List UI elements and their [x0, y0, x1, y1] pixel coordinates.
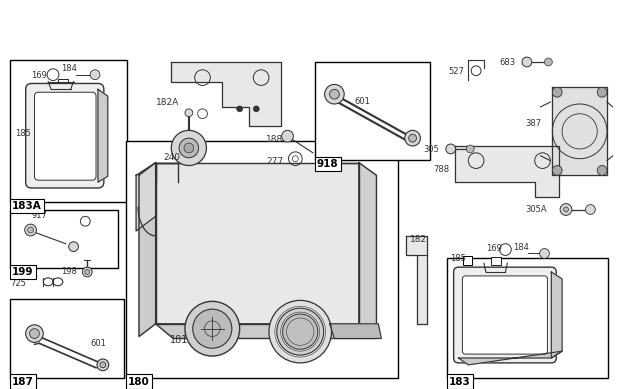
- Polygon shape: [405, 236, 427, 324]
- Text: 169: 169: [486, 244, 502, 254]
- Circle shape: [90, 70, 100, 80]
- Circle shape: [281, 130, 293, 142]
- Text: 188: 188: [266, 135, 283, 144]
- Bar: [10, 60, 127, 202]
- FancyBboxPatch shape: [454, 267, 556, 363]
- Bar: [491, 258, 500, 265]
- Text: 683: 683: [500, 58, 516, 67]
- Text: 185: 185: [15, 129, 31, 138]
- Polygon shape: [330, 324, 381, 338]
- Circle shape: [184, 143, 193, 153]
- Circle shape: [269, 300, 332, 363]
- Circle shape: [82, 267, 92, 277]
- Text: 198: 198: [61, 267, 77, 276]
- Circle shape: [446, 144, 456, 154]
- Circle shape: [100, 362, 106, 368]
- Bar: [463, 256, 472, 265]
- Circle shape: [552, 166, 562, 175]
- Text: 305A: 305A: [525, 205, 547, 214]
- FancyBboxPatch shape: [25, 84, 104, 188]
- Polygon shape: [156, 324, 376, 338]
- Circle shape: [466, 145, 474, 153]
- Circle shape: [30, 329, 39, 338]
- Text: 240: 240: [164, 152, 180, 161]
- Polygon shape: [454, 146, 559, 197]
- Circle shape: [552, 88, 562, 97]
- Circle shape: [564, 207, 569, 212]
- Circle shape: [544, 58, 552, 66]
- Text: 181: 181: [170, 335, 188, 345]
- Polygon shape: [98, 89, 108, 182]
- Bar: [10, 210, 118, 268]
- Bar: [10, 300, 125, 378]
- Polygon shape: [552, 88, 607, 175]
- Circle shape: [522, 57, 532, 67]
- Text: 185: 185: [450, 254, 466, 263]
- Circle shape: [560, 203, 572, 216]
- Circle shape: [330, 89, 339, 99]
- Polygon shape: [136, 163, 156, 231]
- Text: 601: 601: [354, 97, 370, 106]
- Polygon shape: [171, 62, 281, 126]
- Circle shape: [597, 166, 607, 175]
- Text: 187: 187: [12, 377, 34, 387]
- Text: 305: 305: [423, 145, 439, 154]
- Text: 182: 182: [410, 235, 427, 244]
- Text: 182A: 182A: [156, 98, 179, 107]
- Circle shape: [185, 109, 193, 117]
- Text: 183A: 183A: [12, 201, 42, 211]
- Text: 184: 184: [513, 242, 529, 252]
- Text: 788: 788: [433, 165, 450, 174]
- Text: 527: 527: [449, 67, 464, 75]
- Circle shape: [25, 325, 43, 342]
- Polygon shape: [551, 272, 562, 358]
- Circle shape: [254, 106, 259, 112]
- Bar: [29, 131, 37, 140]
- Circle shape: [277, 308, 324, 355]
- Circle shape: [85, 270, 90, 275]
- Text: 725: 725: [10, 279, 26, 287]
- Text: 183: 183: [449, 377, 471, 387]
- Circle shape: [97, 359, 108, 371]
- Bar: [126, 141, 398, 378]
- Text: 184: 184: [61, 64, 77, 73]
- Circle shape: [179, 138, 198, 158]
- Bar: [315, 62, 430, 159]
- Text: 387: 387: [525, 119, 541, 128]
- Circle shape: [539, 249, 549, 258]
- Polygon shape: [459, 351, 562, 365]
- Circle shape: [171, 130, 206, 166]
- Circle shape: [193, 309, 232, 348]
- Circle shape: [28, 227, 33, 233]
- Circle shape: [405, 130, 420, 146]
- Text: eReplacementParts.com: eReplacementParts.com: [238, 186, 382, 198]
- Polygon shape: [139, 163, 156, 336]
- Circle shape: [597, 88, 607, 97]
- Circle shape: [585, 205, 595, 214]
- Text: 277: 277: [266, 156, 283, 166]
- Text: 601: 601: [90, 339, 106, 348]
- Circle shape: [69, 242, 79, 252]
- Text: 199: 199: [12, 267, 33, 277]
- Circle shape: [25, 224, 37, 236]
- Bar: [447, 258, 608, 378]
- Circle shape: [185, 301, 240, 356]
- FancyBboxPatch shape: [35, 92, 96, 180]
- Circle shape: [409, 134, 417, 142]
- Circle shape: [237, 106, 242, 112]
- Polygon shape: [156, 163, 359, 324]
- Circle shape: [283, 314, 318, 349]
- FancyBboxPatch shape: [463, 276, 547, 354]
- Text: 180: 180: [128, 377, 150, 387]
- Text: 917: 917: [32, 211, 47, 220]
- Circle shape: [325, 84, 344, 104]
- Polygon shape: [359, 163, 376, 338]
- Text: 169: 169: [32, 70, 47, 80]
- Text: 918: 918: [317, 159, 339, 169]
- Bar: [58, 79, 68, 86]
